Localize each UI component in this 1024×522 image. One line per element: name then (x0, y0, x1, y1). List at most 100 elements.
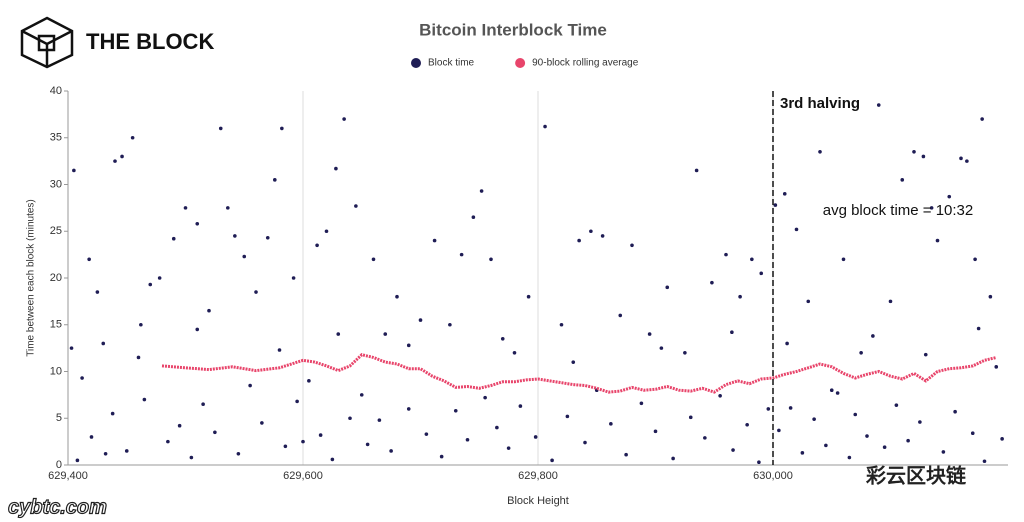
x-tick-label: 630,000 (753, 470, 793, 482)
data-point (731, 448, 735, 452)
data-point (273, 178, 277, 182)
data-point (1000, 437, 1004, 441)
data-point (565, 414, 570, 419)
rolling-average-line (161, 353, 997, 394)
data-point (853, 412, 858, 417)
chart-title: Bitcoin Interblock Time (419, 20, 607, 39)
data-point (483, 395, 487, 400)
data-point (959, 156, 963, 161)
data-point (738, 294, 742, 299)
data-point (103, 451, 108, 456)
data-point (965, 159, 969, 163)
data-point (624, 452, 628, 457)
legend-label: Block time (428, 58, 475, 69)
data-point (988, 294, 993, 299)
data-point (277, 348, 282, 352)
data-point (506, 446, 511, 450)
data-point (835, 391, 840, 395)
data-point (618, 313, 623, 318)
data-point (342, 117, 346, 121)
x-tick-label: 629,800 (518, 470, 558, 482)
y-tick-label: 35 (50, 132, 62, 144)
data-point (453, 408, 458, 413)
data-point (750, 257, 754, 262)
data-point (130, 135, 135, 140)
data-point (418, 318, 423, 322)
data-point (465, 437, 470, 442)
data-point (859, 351, 863, 355)
data-point (136, 355, 141, 360)
data-point (120, 154, 124, 159)
data-point (89, 435, 94, 439)
data-point (703, 436, 707, 440)
data-point (639, 401, 644, 406)
data-point (785, 341, 789, 346)
data-point (918, 420, 922, 424)
data-point (207, 308, 211, 313)
data-point (389, 449, 393, 453)
data-point (177, 423, 182, 428)
data-point (577, 238, 581, 243)
data-point (543, 124, 547, 129)
data-point (630, 243, 634, 248)
data-point (777, 428, 781, 433)
data-point (448, 322, 452, 327)
data-point (324, 229, 329, 234)
data-point (432, 238, 437, 243)
data-point (929, 206, 934, 210)
data-point (195, 221, 200, 226)
x-tick-label: 629,600 (283, 470, 323, 482)
data-point (72, 168, 76, 173)
data-point (291, 276, 296, 280)
data-point (745, 422, 749, 427)
data-point (589, 229, 593, 234)
data-point (766, 407, 771, 411)
data-point (653, 429, 658, 434)
data-point (201, 402, 205, 407)
data-point (226, 206, 230, 210)
data-point (888, 299, 893, 304)
data-point (829, 388, 834, 393)
y-tick-label: 10 (50, 365, 62, 377)
y-axis-label: Time between each block (minutes) (26, 199, 37, 356)
data-point (75, 458, 80, 463)
data-point (688, 415, 693, 420)
data-point (336, 332, 341, 336)
data-point (970, 431, 975, 436)
data-point (157, 276, 162, 280)
data-point (101, 341, 106, 346)
data-point (526, 294, 531, 299)
data-point (559, 322, 564, 327)
data-point (671, 456, 675, 461)
data-point (730, 330, 734, 335)
data-point (876, 103, 881, 107)
data-point (439, 454, 444, 459)
data-point (583, 440, 587, 445)
data-point (953, 409, 957, 414)
data-point (980, 117, 984, 121)
annotation-note: avg block time = 10:32 (823, 202, 974, 219)
data-point (718, 394, 722, 398)
data-point (806, 299, 811, 304)
logo-icon (20, 16, 74, 69)
data-point (824, 443, 828, 448)
data-point (647, 332, 652, 336)
data-point (95, 290, 100, 294)
data-point (900, 178, 905, 182)
data-point (295, 399, 299, 404)
data-point (665, 285, 670, 290)
data-point (865, 434, 869, 438)
data-point (424, 432, 429, 436)
data-point (994, 365, 999, 369)
data-point (171, 236, 176, 241)
data-point (307, 379, 311, 383)
data-point (260, 421, 264, 425)
y-tick-label: 15 (50, 319, 62, 331)
data-point (377, 418, 382, 422)
data-point (406, 407, 411, 411)
data-point (518, 404, 523, 408)
data-point (248, 383, 252, 388)
data-point (148, 282, 153, 287)
data-point (183, 206, 188, 210)
